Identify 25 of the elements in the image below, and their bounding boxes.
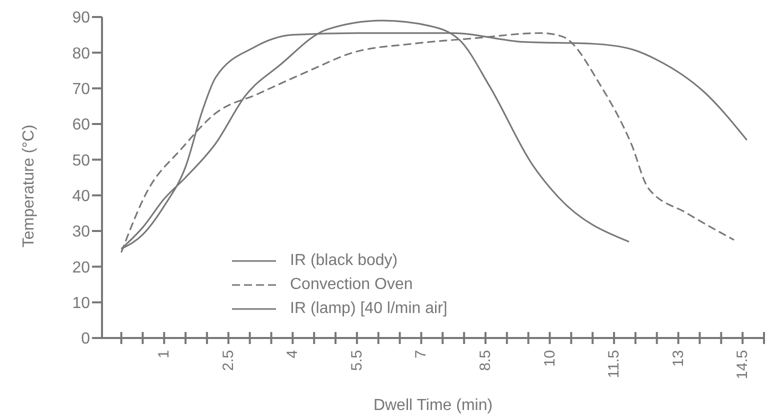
y-tick-label: 60 (72, 116, 90, 134)
y-tick-label: 70 (72, 81, 90, 98)
x-tick-label: 1 (156, 350, 173, 358)
x-tick-label: 8.5 (476, 350, 494, 371)
x-tick-label: 5.5 (348, 350, 366, 371)
y-tick-label: 0 (81, 330, 90, 348)
legend-label: IR (lamp) [40 l/min air] (290, 300, 448, 318)
y-tick-label: 90 (72, 10, 90, 27)
x-axis-title: Dwell Time (min) (373, 397, 493, 414)
x-tick-label: 10 (541, 350, 558, 367)
y-tick-label: 50 (72, 152, 90, 170)
y-tick-label: 80 (72, 45, 90, 62)
y-axis-title: Temperature (°C) (20, 124, 38, 248)
y-tick-label: 20 (72, 259, 90, 276)
x-tick-label: 4 (284, 350, 302, 358)
x-tick-label: 11.5 (606, 350, 623, 378)
x-tick-label: 13 (670, 350, 687, 367)
x-tick-label: 14.5 (734, 350, 752, 380)
x-tick-label: 2.5 (220, 350, 237, 371)
legend-label: Convection Oven (290, 276, 413, 294)
x-tick-label: 7 (412, 350, 430, 358)
y-tick-label: 30 (72, 224, 90, 241)
y-tick-label: 10 (72, 295, 90, 312)
legend-label: IR (black body) (290, 252, 398, 270)
y-tick-label: 40 (72, 188, 90, 206)
